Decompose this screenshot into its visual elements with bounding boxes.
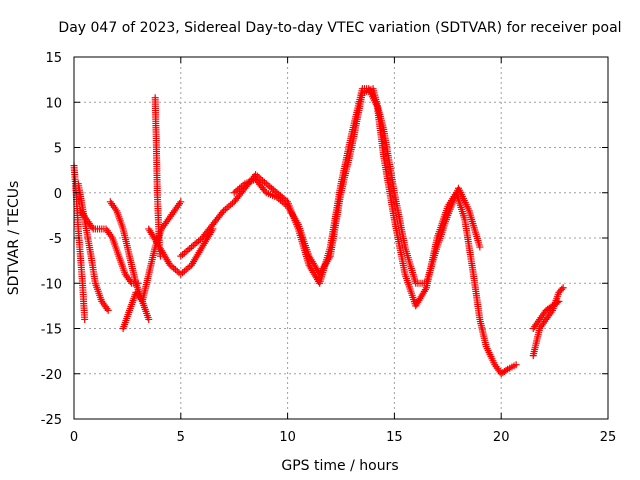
series-satellite-track-early-e	[119, 288, 153, 332]
x-tick-label: 0	[70, 430, 78, 445]
x-tick-label: 25	[600, 430, 617, 445]
y-tick-label: -5	[49, 232, 62, 247]
y-axis-label: SDTVAR / TECUs	[6, 181, 22, 296]
data-point	[177, 198, 185, 206]
y-tick-label: 0	[54, 187, 62, 202]
data-point	[512, 361, 520, 369]
series-satellite-track-upper	[230, 85, 484, 287]
data-point	[476, 243, 484, 251]
x-axis-label: GPS time / hours	[281, 458, 398, 474]
data-point	[559, 284, 567, 292]
y-tick-label: 10	[45, 96, 62, 111]
data-point	[145, 315, 153, 323]
series-satellite-track-early-c	[74, 180, 112, 314]
x-axis: 0 5 10 15 20 25	[70, 57, 616, 445]
data-point	[555, 297, 563, 305]
data-point	[553, 298, 561, 306]
data-point	[104, 306, 112, 314]
x-tick-label: 5	[177, 430, 185, 445]
chart-title: Day 047 of 2023, Sidereal Day-to-day VTE…	[58, 20, 621, 36]
y-tick-label: -20	[41, 368, 62, 383]
data-point	[558, 285, 566, 293]
data-point	[81, 315, 89, 323]
data-point	[209, 225, 217, 233]
y-tick-label: 15	[45, 51, 62, 66]
y-tick-label: -10	[41, 277, 62, 292]
x-tick-label: 15	[386, 430, 403, 445]
y-tick-label: 5	[54, 142, 62, 157]
data-point	[218, 209, 226, 217]
y-tick-label: -15	[41, 323, 62, 338]
series-satellite-track-early-d	[106, 198, 185, 305]
data-point	[502, 366, 510, 374]
x-tick-label: 10	[279, 430, 296, 445]
series-satellite-track-spike	[151, 94, 165, 260]
y-axis: -25 -20 -15 -10 -5 0 5 10 15	[41, 51, 608, 428]
series-satellite-track-late-b	[529, 297, 563, 332]
series-satellite-track-mid	[145, 225, 217, 278]
y-tick-label: -25	[41, 413, 62, 428]
x-tick-label: 20	[493, 430, 510, 445]
